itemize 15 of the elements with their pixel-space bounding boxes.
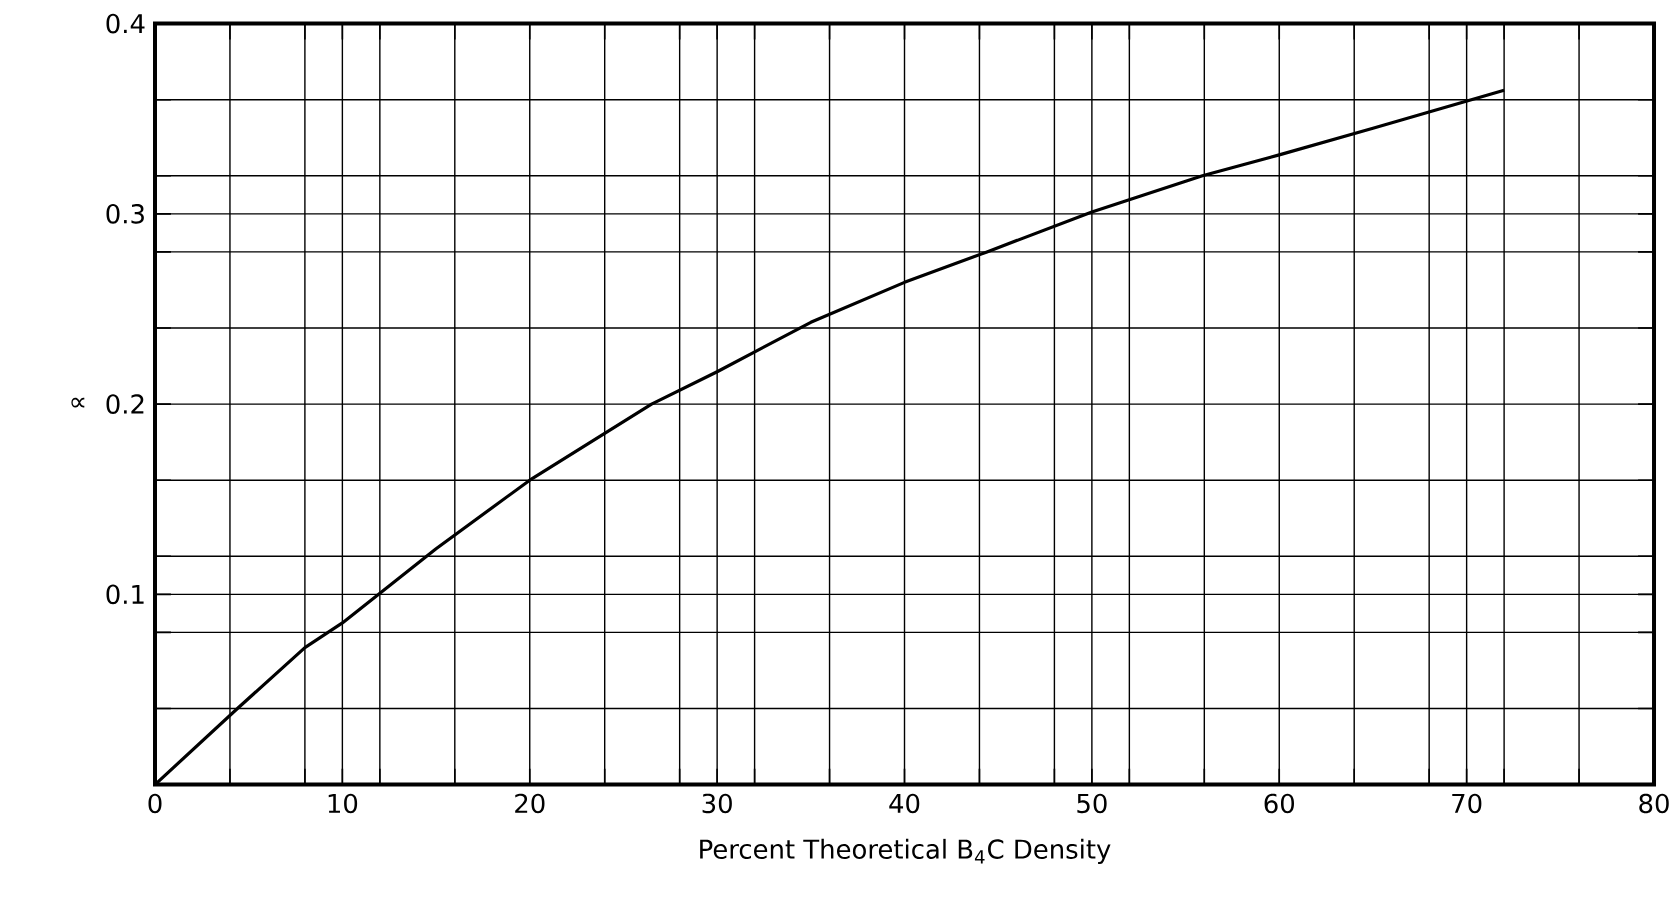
x-tick-label: 60 xyxy=(1264,793,1294,814)
x-tick-label: 0 xyxy=(148,793,162,814)
y-tick-label: 0.2 xyxy=(106,394,144,414)
y-tick-label: 0.1 xyxy=(106,584,144,605)
x-tick-label: 10 xyxy=(328,793,358,814)
x-tick-label: 20 xyxy=(515,793,545,814)
x-tick-label: 80 xyxy=(1639,793,1669,814)
y-tick-label: 0.3 xyxy=(106,204,144,224)
x-tick-label: 40 xyxy=(889,793,920,814)
y-axis-title: ∝ xyxy=(71,397,85,408)
y-tick-label: 0.4 xyxy=(106,13,145,34)
x-tick-label: 50 xyxy=(1077,793,1107,814)
x-tick-label: 30 xyxy=(702,793,732,814)
x-tick-label: 70 xyxy=(1452,793,1482,814)
x-axis-title: Percent Theoretical B$_{4}$C Density xyxy=(700,838,1111,864)
